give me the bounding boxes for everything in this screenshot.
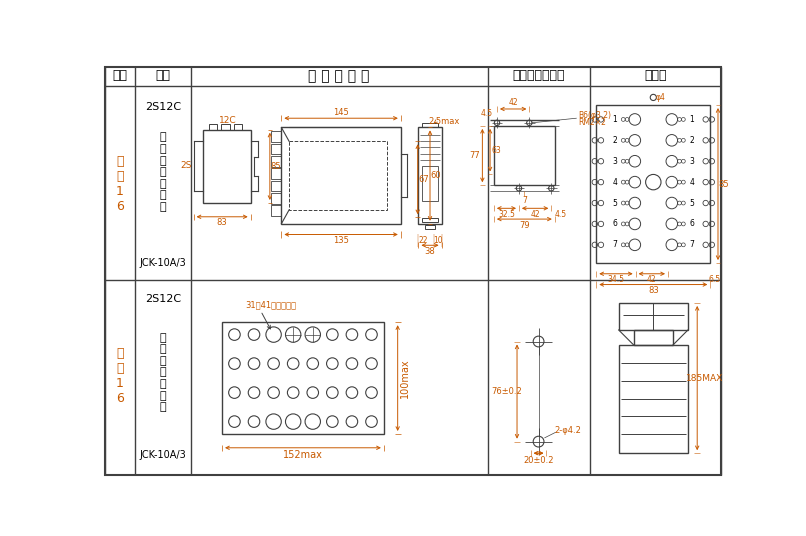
Text: 85: 85 xyxy=(719,180,729,189)
Text: 2: 2 xyxy=(613,136,617,145)
Text: 12C: 12C xyxy=(218,116,236,125)
Text: 凸
出
式
板
后
接
线: 凸 出 式 板 后 接 线 xyxy=(160,132,166,212)
Text: 31、41为电流端子: 31、41为电流端子 xyxy=(245,300,297,309)
Text: 83: 83 xyxy=(217,219,227,227)
Text: 附
图
1
6: 附 图 1 6 xyxy=(116,347,123,405)
Text: 1: 1 xyxy=(689,115,694,124)
Text: 4.5: 4.5 xyxy=(555,210,567,219)
Text: 185MAX: 185MAX xyxy=(686,374,724,383)
Text: 2.5max: 2.5max xyxy=(428,117,459,126)
Text: 凸
出
式
板
前
接
线: 凸 出 式 板 前 接 线 xyxy=(160,332,166,412)
Text: 安装开孔尺寸图: 安装开孔尺寸图 xyxy=(513,69,565,83)
Text: 外 形 尺 寸 图: 外 形 尺 寸 图 xyxy=(309,69,370,83)
Bar xyxy=(289,142,387,210)
Text: 145: 145 xyxy=(333,108,349,116)
Text: 4: 4 xyxy=(613,177,617,187)
Bar xyxy=(234,124,242,130)
Text: RM2×2: RM2×2 xyxy=(578,117,606,126)
Bar xyxy=(203,130,251,203)
Text: JCK-10A/3: JCK-10A/3 xyxy=(139,258,186,268)
Bar xyxy=(619,303,688,330)
Bar xyxy=(271,193,281,204)
Bar xyxy=(271,181,281,191)
Text: 34.5: 34.5 xyxy=(608,276,625,285)
Text: 2S: 2S xyxy=(181,161,192,170)
Text: 85: 85 xyxy=(271,162,281,171)
Text: 5: 5 xyxy=(613,198,617,207)
Text: 6.5: 6.5 xyxy=(708,276,721,285)
Text: 135: 135 xyxy=(333,236,349,245)
Text: 20±0.2: 20±0.2 xyxy=(523,456,554,465)
Bar xyxy=(422,166,438,200)
Text: 32.5: 32.5 xyxy=(498,210,515,219)
Text: 42: 42 xyxy=(509,98,518,107)
Bar xyxy=(271,205,281,216)
Bar xyxy=(425,225,435,229)
Text: 38: 38 xyxy=(425,247,435,256)
Text: 7: 7 xyxy=(522,196,527,205)
Text: 1: 1 xyxy=(613,115,617,124)
Text: 附
图
1
6: 附 图 1 6 xyxy=(116,155,123,213)
Text: 79: 79 xyxy=(519,221,530,230)
Bar xyxy=(222,322,384,434)
Text: 42: 42 xyxy=(530,210,540,219)
Text: 3: 3 xyxy=(689,157,694,166)
Text: 42: 42 xyxy=(647,276,657,285)
Text: 10: 10 xyxy=(433,236,442,245)
Text: 7: 7 xyxy=(613,240,617,249)
Text: 100max: 100max xyxy=(401,358,410,398)
Bar xyxy=(596,105,710,263)
Text: 77: 77 xyxy=(469,151,480,160)
Bar xyxy=(209,124,218,130)
Text: 2S12C: 2S12C xyxy=(145,102,181,111)
Bar xyxy=(271,131,281,142)
Text: 4: 4 xyxy=(689,177,694,187)
Bar xyxy=(418,128,442,224)
Text: 6: 6 xyxy=(613,219,617,228)
Bar xyxy=(619,345,688,453)
Text: B6(φ3.2): B6(φ3.2) xyxy=(578,110,611,120)
Text: 83: 83 xyxy=(648,286,659,295)
Text: 图号: 图号 xyxy=(112,69,127,83)
Text: 5: 5 xyxy=(689,198,694,207)
Bar xyxy=(271,168,281,179)
Text: 67: 67 xyxy=(418,175,430,184)
Bar xyxy=(271,144,281,154)
Text: 端子图: 端子图 xyxy=(644,69,667,83)
Text: 63: 63 xyxy=(492,146,501,155)
Text: 7: 7 xyxy=(689,240,694,249)
Bar xyxy=(271,156,281,167)
Text: 3: 3 xyxy=(613,157,617,166)
Bar xyxy=(422,218,438,222)
Text: 结构: 结构 xyxy=(156,69,170,83)
Bar xyxy=(281,128,401,224)
Text: 4.5: 4.5 xyxy=(480,109,492,118)
Text: 6: 6 xyxy=(689,219,694,228)
Text: 76±0.2: 76±0.2 xyxy=(491,387,521,396)
Text: 22: 22 xyxy=(418,236,428,245)
Bar xyxy=(422,123,438,128)
Bar xyxy=(634,330,672,345)
Text: φ4: φ4 xyxy=(656,93,666,102)
Text: 152max: 152max xyxy=(283,450,323,460)
Text: 2S12C: 2S12C xyxy=(145,294,181,304)
Text: 60: 60 xyxy=(431,171,442,180)
Text: 2-φ4.2: 2-φ4.2 xyxy=(555,426,581,435)
Text: JCK-10A/3: JCK-10A/3 xyxy=(139,450,186,460)
Bar xyxy=(222,124,230,130)
Text: 2: 2 xyxy=(689,136,694,145)
